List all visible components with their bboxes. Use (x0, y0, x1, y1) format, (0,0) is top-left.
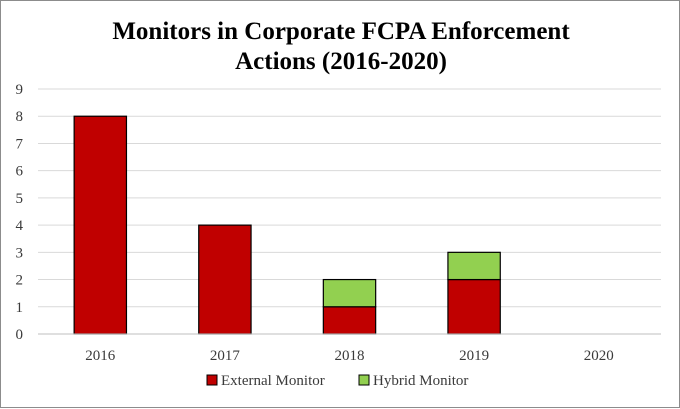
gridlines (38, 88, 661, 308)
legend-swatch-hybrid (358, 374, 370, 386)
bar-2018-external (322, 306, 377, 335)
bars (73, 115, 501, 335)
bar-2019-hybrid (447, 251, 501, 281)
x-tick-label: 2017 (210, 348, 241, 364)
bar-2019-external (447, 278, 501, 335)
y-tick-label: 5 (16, 191, 24, 207)
y-tick-label: 0 (16, 327, 24, 343)
y-tick-label: 3 (16, 245, 24, 261)
y-tick-label: 2 (16, 273, 24, 289)
legend-label-hybrid: Hybrid Monitor (373, 373, 468, 389)
chart-title-line-2: Actions (2016-2020) (235, 48, 447, 75)
bar-2018-hybrid (322, 278, 377, 308)
legend-swatch-external (206, 374, 218, 386)
x-tick-label: 2019 (459, 348, 489, 364)
bar-2017-external (198, 224, 252, 335)
x-tick-label: 2020 (584, 348, 614, 364)
x-axis-ticks: 2016 2017 2018 2019 2020 (85, 348, 613, 364)
y-tick-label: 8 (16, 109, 24, 125)
chart-title-line-1: Monitors in Corporate FCPA Enforcement (112, 18, 570, 45)
y-tick-label: 4 (16, 218, 24, 234)
legend-label-external: External Monitor (221, 373, 325, 389)
y-tick-label: 7 (16, 136, 24, 152)
y-axis-ticks: 0 1 2 3 4 5 6 7 8 9 (16, 82, 24, 343)
legend: External Monitor Hybrid Monitor (206, 373, 468, 389)
x-tick-label: 2016 (85, 348, 116, 364)
bar-2016-external (73, 115, 128, 335)
y-tick-label: 9 (16, 82, 24, 98)
x-tick-label: 2018 (335, 348, 365, 364)
y-tick-label: 6 (16, 164, 24, 180)
y-tick-label: 1 (16, 300, 24, 316)
